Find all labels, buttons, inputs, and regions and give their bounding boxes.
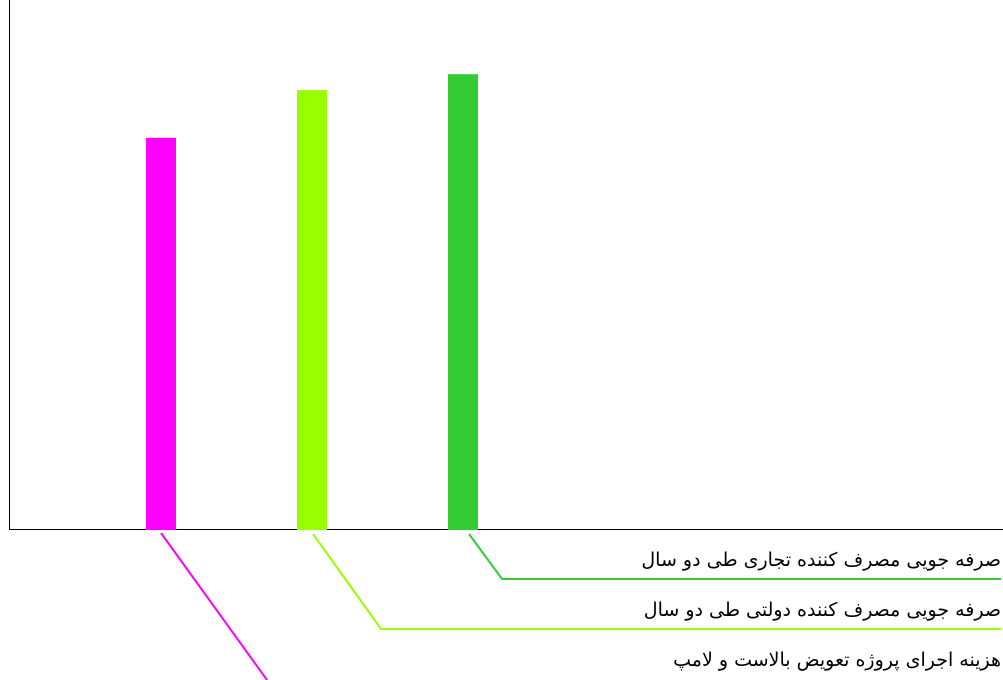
label-sarfe-tejari: صرفه جویی مصرف کننده تجاری طی دو سال	[641, 549, 1001, 571]
bar-hazine-ejra	[146, 137, 176, 531]
label-hazine-ejra: هزینه اجرای پروژه تعویض بالاست و لامپ	[673, 649, 1001, 671]
leader-line-hazine-ejra	[160, 532, 268, 680]
leader-line-sarfe-tejari	[468, 533, 1001, 580]
bar-sarfe-dolati	[297, 90, 327, 530]
bar-sarfe-tejari	[448, 74, 478, 530]
leader-line-sarfe-dolati	[312, 533, 1001, 630]
label-sarfe-dolati: صرفه جویی مصرف کننده دولتی طی دو سال	[644, 599, 1001, 621]
